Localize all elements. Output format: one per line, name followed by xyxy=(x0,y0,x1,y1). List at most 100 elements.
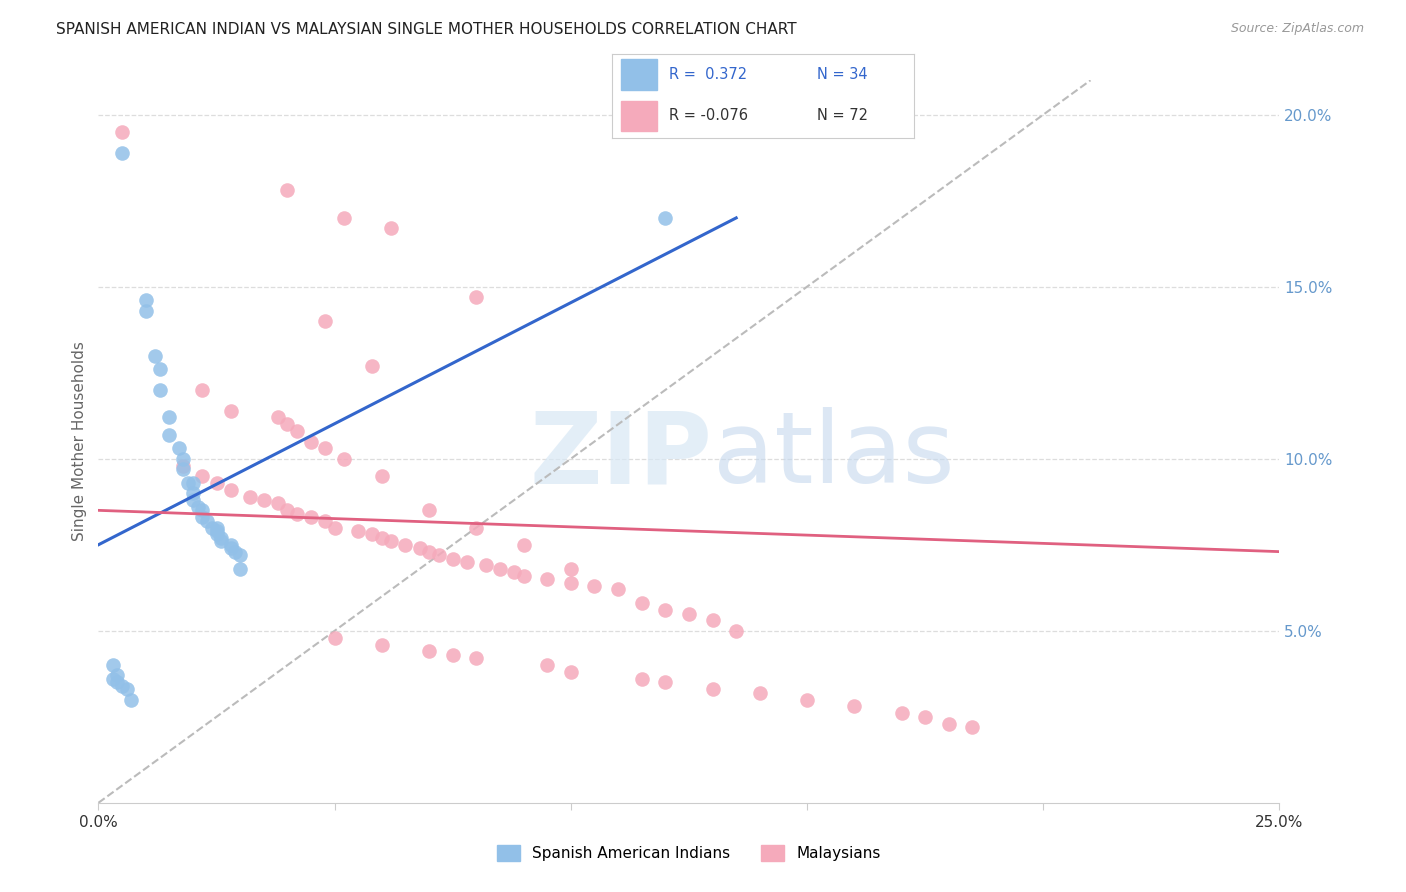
Point xyxy=(191,510,214,524)
Point xyxy=(167,442,190,456)
Point xyxy=(209,534,232,549)
Bar xyxy=(620,60,657,90)
Point xyxy=(702,682,724,697)
Point xyxy=(205,524,228,538)
Point xyxy=(678,607,700,621)
Point xyxy=(465,651,488,665)
Point xyxy=(654,211,676,225)
Point xyxy=(465,290,488,304)
Point xyxy=(314,514,336,528)
Point xyxy=(427,548,450,562)
Point xyxy=(111,679,134,693)
Point xyxy=(323,631,346,645)
Point xyxy=(536,572,558,586)
Point xyxy=(209,531,232,545)
Point xyxy=(371,638,394,652)
Point xyxy=(299,510,322,524)
Point xyxy=(441,551,464,566)
Point xyxy=(219,541,242,556)
Point xyxy=(135,303,157,318)
Point xyxy=(890,706,912,721)
Point xyxy=(796,692,818,706)
Point xyxy=(205,475,228,490)
Point xyxy=(239,490,262,504)
Text: N = 72: N = 72 xyxy=(817,108,868,123)
Point xyxy=(172,451,194,466)
Point xyxy=(195,514,218,528)
Point xyxy=(702,614,724,628)
Text: N = 34: N = 34 xyxy=(817,67,868,82)
Point xyxy=(314,442,336,456)
Point xyxy=(201,520,224,534)
Point xyxy=(512,538,534,552)
Point xyxy=(607,582,630,597)
Point xyxy=(938,716,960,731)
Point xyxy=(503,566,526,580)
Point xyxy=(229,548,252,562)
Point xyxy=(219,538,242,552)
Point xyxy=(267,410,290,425)
Point xyxy=(181,493,204,508)
Point xyxy=(465,520,488,534)
Point xyxy=(408,541,430,556)
Point xyxy=(181,486,204,500)
Text: R = -0.076: R = -0.076 xyxy=(669,108,748,123)
Point xyxy=(149,362,172,376)
Point xyxy=(441,648,464,662)
Point xyxy=(177,475,200,490)
Point xyxy=(149,383,172,397)
Point xyxy=(323,520,346,534)
Point xyxy=(276,417,298,432)
Point xyxy=(748,686,770,700)
Point xyxy=(456,555,478,569)
Point xyxy=(914,710,936,724)
Point xyxy=(111,145,134,160)
Point xyxy=(157,427,180,442)
Point xyxy=(361,359,384,373)
Point xyxy=(205,527,228,541)
Point xyxy=(105,668,128,682)
Point xyxy=(560,575,582,590)
Point xyxy=(276,183,298,197)
Point xyxy=(394,538,416,552)
Point xyxy=(285,507,308,521)
Point xyxy=(115,682,138,697)
Point xyxy=(181,475,204,490)
Point xyxy=(347,524,370,538)
Point xyxy=(276,503,298,517)
Point xyxy=(172,462,194,476)
Point xyxy=(361,527,384,541)
Point xyxy=(380,534,402,549)
Text: R =  0.372: R = 0.372 xyxy=(669,67,747,82)
Point xyxy=(962,720,984,734)
Point xyxy=(121,692,143,706)
Legend: Spanish American Indians, Malaysians: Spanish American Indians, Malaysians xyxy=(491,839,887,867)
Point xyxy=(536,658,558,673)
Point xyxy=(630,672,652,686)
Point xyxy=(418,644,440,658)
Point xyxy=(583,579,606,593)
Point xyxy=(219,403,242,417)
Point xyxy=(224,544,246,558)
Point xyxy=(560,665,582,679)
Point xyxy=(101,658,124,673)
Point xyxy=(191,469,214,483)
Point xyxy=(314,314,336,328)
Point xyxy=(187,500,209,514)
Point xyxy=(512,568,534,582)
Point xyxy=(219,483,242,497)
Point xyxy=(267,496,290,510)
Point xyxy=(333,211,356,225)
Y-axis label: Single Mother Households: Single Mother Households xyxy=(72,342,87,541)
Text: ZIP: ZIP xyxy=(530,408,713,505)
Point xyxy=(172,458,194,473)
Point xyxy=(105,675,128,690)
Point xyxy=(844,699,866,714)
Point xyxy=(111,125,134,139)
Point xyxy=(371,469,394,483)
Bar xyxy=(620,101,657,131)
Point xyxy=(475,558,498,573)
Point xyxy=(654,603,676,617)
Point xyxy=(205,520,228,534)
Point xyxy=(253,493,276,508)
